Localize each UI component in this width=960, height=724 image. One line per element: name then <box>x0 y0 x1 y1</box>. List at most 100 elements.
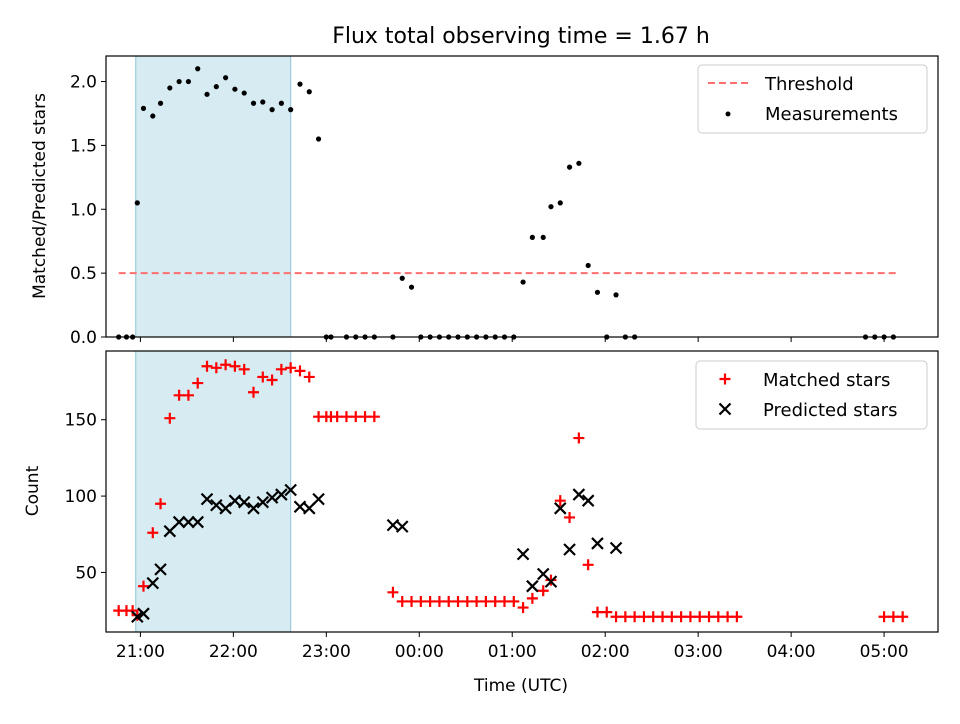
predicted-star-point <box>256 495 270 509</box>
matched-star-point <box>601 606 613 618</box>
matched-star-point <box>266 374 278 386</box>
measurement-point <box>213 84 219 90</box>
matched-star-point <box>675 611 687 623</box>
matched-star-point <box>591 606 603 618</box>
legend-matched-swatch <box>719 373 731 385</box>
measurement-point <box>150 113 156 119</box>
matched-star-point <box>582 559 594 571</box>
matched-star-point <box>703 611 715 623</box>
predicted-stars-points <box>131 483 623 624</box>
measurement-point <box>185 78 192 85</box>
matched-star-point <box>461 595 473 607</box>
top-plot-frame <box>105 55 939 338</box>
measurement-point <box>260 99 266 105</box>
top-y-axis-label: Matched/Predicted stars <box>30 93 50 299</box>
matched-star-point <box>517 602 529 614</box>
top-y-tick-label: 0.5 <box>70 264 97 284</box>
legend-predicted-label: Predicted stars <box>763 400 897 421</box>
predicted-star-point <box>191 515 204 529</box>
matched-star-point <box>537 585 549 597</box>
measurement-point <box>548 204 554 210</box>
bottom-y-tick-label: 50 <box>75 563 97 583</box>
predicted-star-point <box>302 502 316 515</box>
matched-star-point <box>731 611 743 623</box>
predicted-star-point <box>553 502 567 515</box>
matched-star-point <box>173 389 185 401</box>
matched-star-point <box>331 411 343 423</box>
measurement-point <box>566 164 573 170</box>
matched-star-point <box>638 611 650 623</box>
predicted-star-point <box>237 495 251 509</box>
matched-star-point <box>359 411 371 423</box>
predicted-star-point <box>182 515 195 529</box>
predicted-star-point <box>284 483 297 497</box>
top-y-tick-label: 1.5 <box>70 136 97 156</box>
measurement-point <box>520 279 526 285</box>
matched-star-point <box>694 611 706 623</box>
predicted-star-point <box>137 607 150 620</box>
predicted-star-point <box>275 488 288 501</box>
matched-star-point <box>452 595 464 607</box>
measurement-point <box>269 107 275 113</box>
matched-star-point <box>201 360 213 372</box>
x-tick-label: 01:00 <box>488 642 537 662</box>
bottom-panel: 50 100 150 21:00 22:00 23:00 00:00 01:00 02:00 0… <box>23 350 939 696</box>
legend-measurements-swatch <box>725 111 731 117</box>
predicted-star-point <box>581 494 595 507</box>
matched-star-point <box>285 362 297 374</box>
matched-star-point <box>210 362 222 374</box>
matched-star-point <box>192 377 204 389</box>
x-axis-label: Time (UTC) <box>473 676 568 696</box>
measurement-point <box>278 100 284 106</box>
x-tick-label: 00:00 <box>395 642 444 662</box>
chart-title: Flux total observing time = 1.67 h <box>332 24 710 49</box>
measurement-point <box>232 86 238 92</box>
matched-star-point <box>722 611 734 623</box>
predicted-star-point <box>526 579 539 593</box>
measurement-point <box>176 78 182 85</box>
top-legend-box <box>697 64 928 134</box>
matched-star-point <box>647 611 659 623</box>
legend-matched-label: Matched stars <box>763 370 890 391</box>
matched-star-point <box>247 386 259 398</box>
matched-stars-points <box>113 359 909 623</box>
matched-star-point <box>684 611 696 623</box>
x-tick-label: 02:00 <box>581 642 630 662</box>
matched-star-point <box>554 495 566 507</box>
matched-star-point <box>155 498 167 510</box>
legend-predicted-swatch <box>718 402 732 416</box>
predicted-star-point <box>146 576 160 590</box>
matched-star-point <box>387 586 399 598</box>
legend-measurements-label: Measurements <box>765 104 898 125</box>
top-legend: Threshold Measurements <box>697 64 928 134</box>
predicted-star-point <box>395 520 409 533</box>
x-tick-label: 21:00 <box>116 642 165 662</box>
predicted-star-point <box>516 547 530 561</box>
matched-star-point <box>229 360 241 372</box>
matched-star-point <box>878 611 890 623</box>
matched-star-point <box>443 595 455 607</box>
matched-star-point <box>424 595 436 607</box>
matched-star-point <box>897 611 909 623</box>
matched-star-point <box>220 359 232 371</box>
matched-star-point <box>508 595 520 607</box>
predicted-star-point <box>312 492 325 506</box>
predicted-star-point <box>247 502 260 515</box>
legend-threshold-label: Threshold <box>764 74 854 95</box>
matched-star-point <box>471 595 483 607</box>
bottom-y-axis-label: Count <box>23 465 43 516</box>
measurement-point <box>157 100 164 106</box>
measurement-point <box>315 136 322 142</box>
matched-star-point <box>406 595 418 607</box>
measurement-point <box>557 200 563 206</box>
matched-star-point <box>368 411 380 423</box>
matched-star-point <box>619 611 631 623</box>
x-tick-label: 23:00 <box>302 642 351 662</box>
bottom-y-tick-label: 100 <box>65 487 97 507</box>
measurement-point <box>297 81 303 87</box>
matched-star-point <box>294 365 306 377</box>
x-tick-label: 05:00 <box>860 642 909 662</box>
matched-star-point <box>498 595 510 607</box>
measurement-point <box>613 292 619 298</box>
